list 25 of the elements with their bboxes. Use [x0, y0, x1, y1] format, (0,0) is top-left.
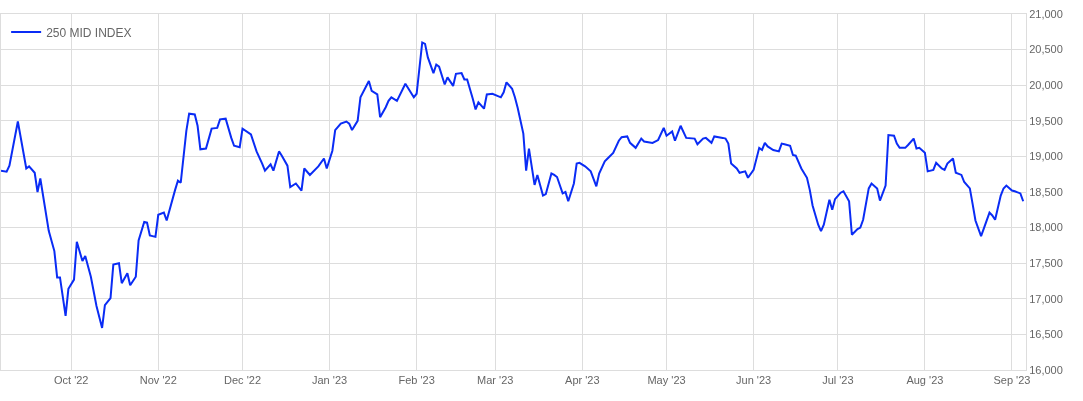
x-tick-label: Mar '23: [477, 374, 514, 387]
x-tick-label: Nov '22: [139, 374, 177, 387]
y-tick-label: 20,500: [1029, 43, 1063, 56]
y-tick-label: 17,000: [1029, 292, 1063, 305]
y-tick-label: 20,000: [1029, 79, 1063, 92]
y-tick-label: 16,000: [1029, 363, 1063, 376]
y-tick-label: 18,500: [1029, 185, 1063, 198]
x-tick-label: Jun '23: [736, 374, 772, 387]
x-tick-label: May '23: [647, 374, 686, 387]
x-tick-label: Sep '23: [993, 374, 1031, 387]
x-tick-label: Oct '22: [53, 374, 89, 387]
y-tick-label: 17,500: [1029, 257, 1063, 270]
y-tick-label: 19,000: [1029, 150, 1063, 163]
y-tick-label: 19,500: [1029, 114, 1063, 127]
y-tick-label: 18,000: [1029, 221, 1063, 234]
x-tick-label: Jan '23: [311, 374, 348, 387]
x-tick-label: Aug '23: [906, 374, 944, 387]
y-tick-label: 21,000: [1029, 7, 1063, 20]
x-tick-label: Dec '22: [224, 374, 261, 387]
line-series: [1, 41, 1025, 329]
x-tick-label: Feb '23: [398, 374, 435, 387]
x-tick-label: Jul '23: [822, 374, 854, 387]
legend-label: 250 MID INDEX: [46, 25, 132, 40]
x-tick-label: Apr '23: [565, 374, 600, 387]
y-tick-label: 16,500: [1029, 328, 1063, 341]
